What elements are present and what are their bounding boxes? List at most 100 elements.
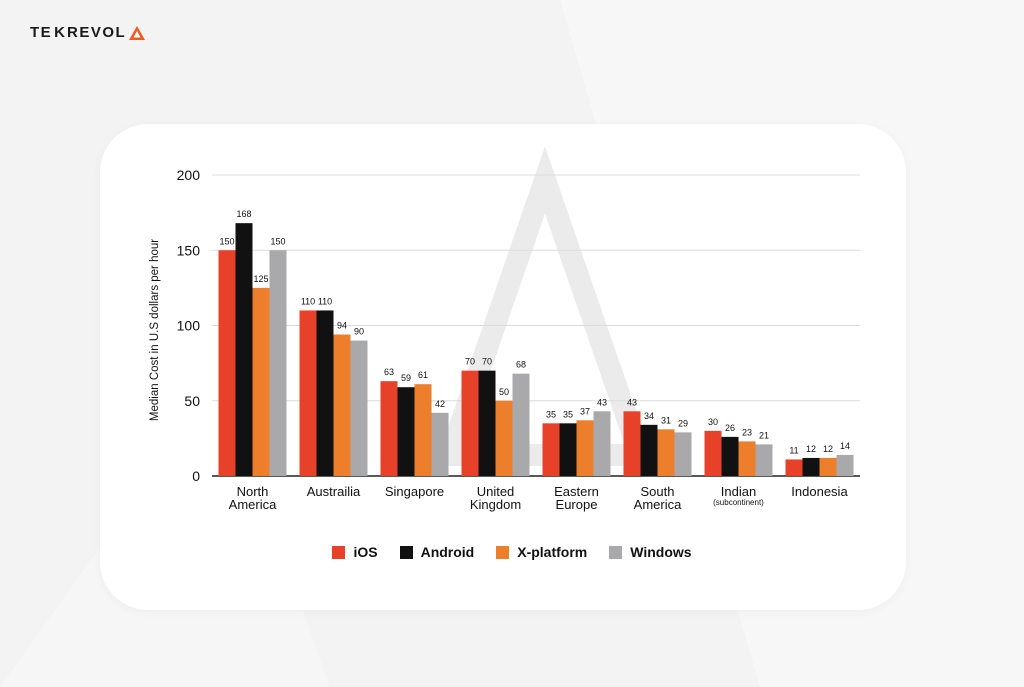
- data-label: 150: [219, 236, 234, 246]
- brand-triangle-icon: [129, 25, 146, 40]
- bar-ios: [542, 423, 560, 476]
- data-label: 110: [301, 296, 315, 306]
- data-label: 63: [384, 367, 394, 377]
- bar-windows: [593, 411, 611, 476]
- bar-ios: [380, 381, 398, 476]
- bar-ios: [785, 459, 803, 476]
- data-label: 11: [789, 445, 798, 455]
- bar-windows: [269, 250, 287, 476]
- data-label: 26: [725, 423, 735, 433]
- data-label: 35: [563, 409, 573, 419]
- data-label: 12: [823, 444, 833, 454]
- bar-xplatform: [333, 334, 351, 476]
- bar-android: [802, 457, 820, 476]
- x-tick-label: Indonesia: [791, 484, 848, 499]
- bar-android: [640, 424, 658, 476]
- bar-ios: [218, 250, 236, 476]
- x-tick-label: Singapore: [385, 484, 444, 499]
- legend-label: iOS: [353, 544, 378, 560]
- data-label: 70: [465, 357, 475, 367]
- bar-xplatform: [495, 400, 513, 476]
- bar-windows: [755, 444, 773, 476]
- data-label: 37: [580, 406, 590, 416]
- bar-windows: [431, 412, 449, 476]
- data-label: 23: [742, 427, 752, 437]
- y-axis-label: Median Cost in U.S dollars per hour: [149, 239, 161, 421]
- x-tick-label: South: [641, 484, 675, 499]
- x-tick-label: North: [237, 484, 269, 499]
- data-label: 110: [318, 296, 332, 306]
- bar-android: [478, 370, 496, 476]
- x-tick-label: United: [477, 484, 515, 499]
- data-label: 34: [644, 411, 654, 421]
- data-label: 125: [253, 274, 268, 284]
- data-label: 50: [499, 387, 509, 397]
- x-tick-label-line2: America: [229, 497, 277, 512]
- legend-label: X-platform: [517, 544, 588, 560]
- bar-xplatform: [252, 287, 270, 476]
- y-tick-label: 0: [192, 468, 200, 484]
- legend-label: Windows: [630, 544, 692, 560]
- x-tick-label: Indian: [721, 484, 756, 499]
- data-label: 30: [708, 417, 718, 427]
- bar-android: [316, 310, 334, 476]
- x-tick-label-line2: America: [634, 497, 682, 512]
- x-tick-sublabel: (subcontinent): [713, 498, 764, 507]
- bar-windows: [350, 340, 368, 476]
- data-label: 168: [236, 209, 251, 219]
- y-tick-label: 200: [177, 167, 201, 183]
- bar-xplatform: [819, 457, 837, 476]
- bar-xplatform: [576, 420, 594, 476]
- data-label: 43: [597, 397, 607, 407]
- legend-swatch: [496, 545, 510, 559]
- data-label: 94: [337, 321, 347, 331]
- x-tick-label-line2: Kingdom: [470, 497, 521, 512]
- data-label: 12: [806, 444, 816, 454]
- legend: iOS Android X-platform Windows: [0, 544, 1024, 560]
- bar-xplatform: [738, 441, 756, 476]
- data-label: 21: [759, 430, 769, 440]
- legend-label: Android: [420, 544, 475, 560]
- bar-ios: [623, 411, 641, 476]
- y-tick-label: 100: [177, 318, 201, 334]
- data-label: 35: [546, 409, 556, 419]
- data-label: 59: [401, 373, 411, 383]
- bar-windows: [512, 373, 530, 476]
- legend-swatch: [399, 545, 413, 559]
- x-tick-label: Austrailia: [307, 484, 361, 499]
- brand-logo: TE K REVOL: [30, 24, 146, 41]
- data-label: 31: [661, 415, 671, 425]
- bar-ios: [299, 310, 317, 476]
- legend-swatch: [609, 545, 623, 559]
- bar-android: [721, 436, 739, 476]
- data-label: 70: [482, 357, 492, 367]
- data-label: 61: [418, 370, 428, 380]
- bar-android: [559, 423, 577, 476]
- data-label: 43: [627, 397, 637, 407]
- bar-ios: [704, 430, 722, 476]
- data-label: 90: [354, 327, 364, 337]
- bar-windows: [674, 432, 692, 476]
- data-label: 68: [516, 360, 526, 370]
- bar-android: [397, 387, 415, 476]
- legend-item-ios: iOS: [332, 544, 378, 560]
- brand-name-left: TE: [30, 24, 53, 41]
- bar-android: [235, 223, 253, 476]
- x-tick-label-line2: Europe: [556, 497, 598, 512]
- bar-windows: [836, 454, 854, 476]
- data-label: 150: [270, 236, 285, 246]
- y-tick-label: 50: [184, 393, 200, 409]
- legend-item-xplatform: X-platform: [496, 544, 587, 560]
- legend-item-windows: Windows: [609, 544, 692, 560]
- data-label: 29: [678, 418, 688, 428]
- brand-k-glyph: K: [54, 24, 66, 41]
- bar-ios: [461, 370, 479, 476]
- legend-swatch: [332, 545, 346, 559]
- bar-xplatform: [657, 429, 675, 476]
- brand-name-right: REVOL: [67, 24, 127, 41]
- x-tick-label: Eastern: [554, 484, 599, 499]
- y-tick-label: 150: [177, 242, 201, 258]
- data-label: 14: [840, 441, 850, 451]
- bar-xplatform: [414, 384, 432, 476]
